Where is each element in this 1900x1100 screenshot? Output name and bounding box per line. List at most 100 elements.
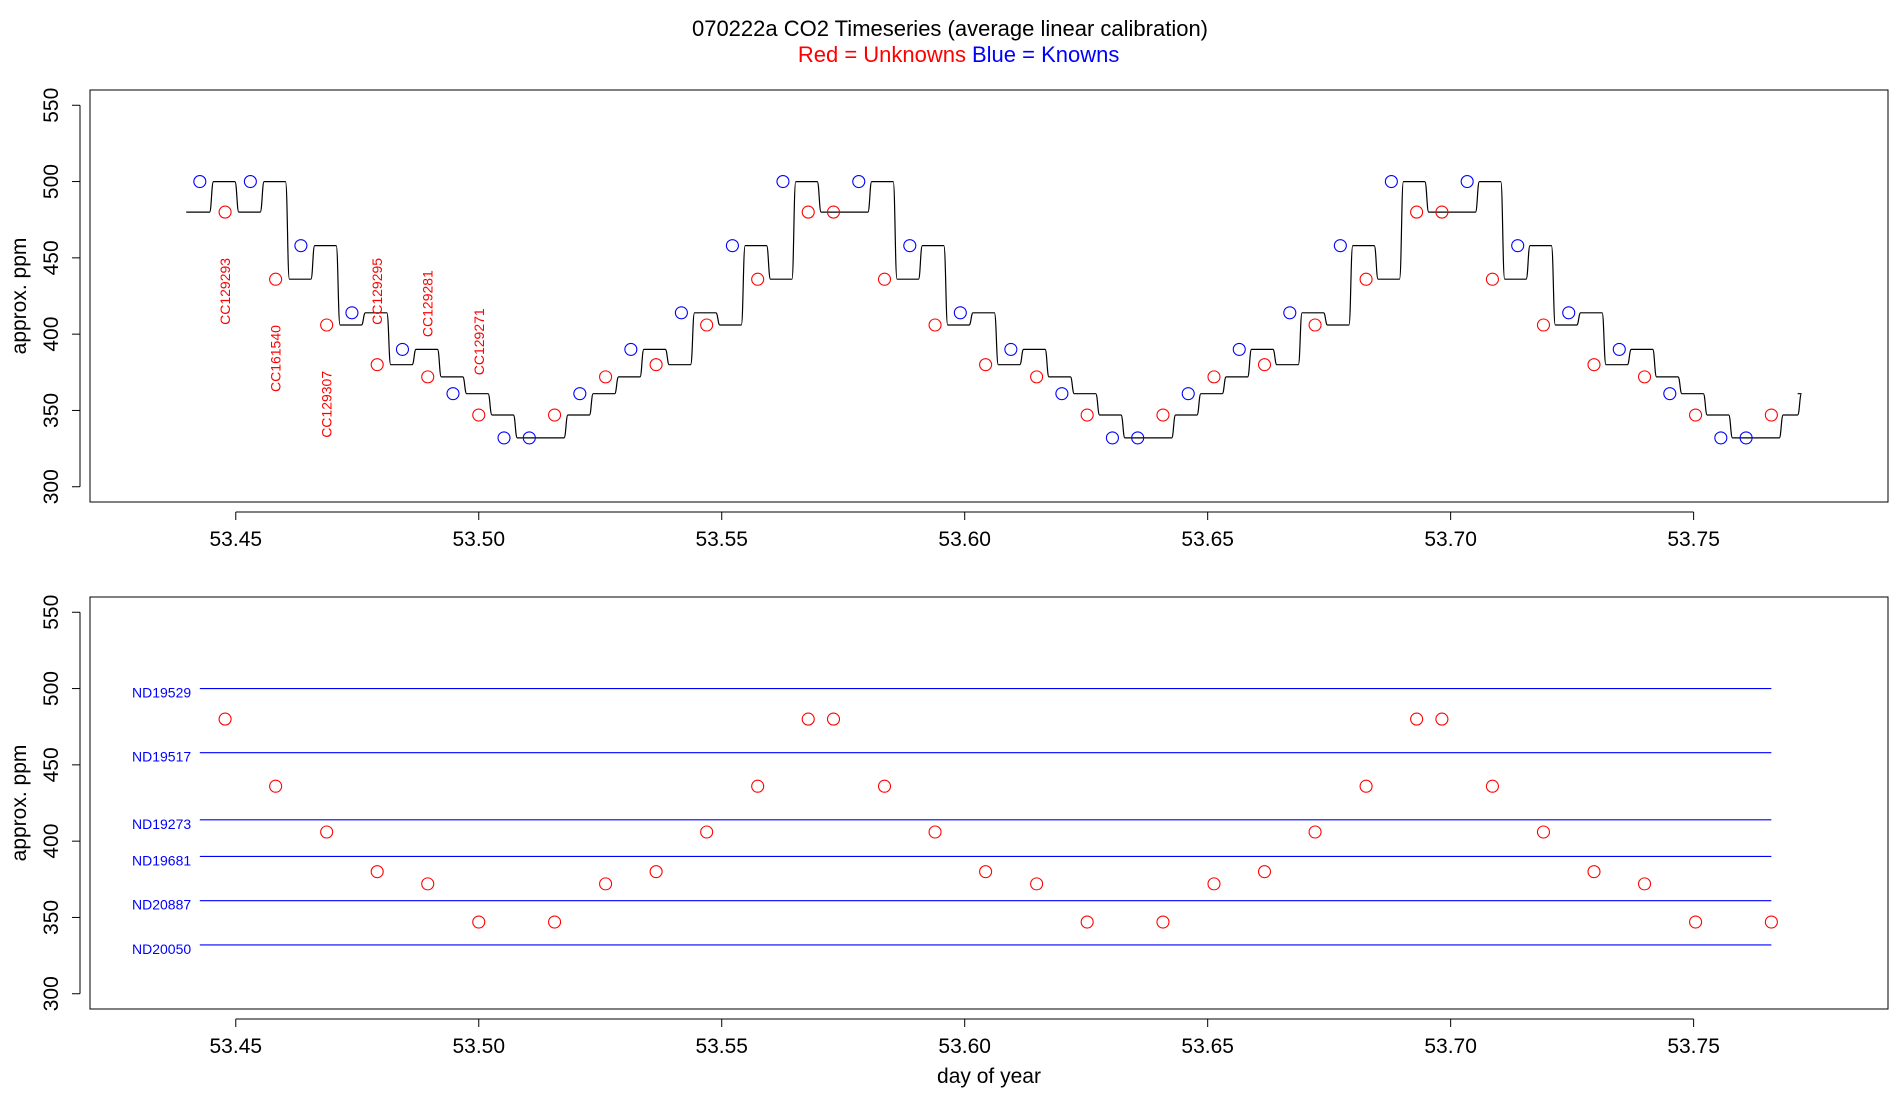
x-tick-label: 53.60 (938, 1035, 991, 1058)
standard-label: ND20050 (132, 941, 191, 957)
y-tick-label: 450 (40, 240, 63, 275)
known-point (1333, 239, 1347, 253)
known-point (776, 175, 790, 189)
unknown-point (1257, 358, 1272, 372)
known-point (852, 175, 866, 189)
unknown-point (1030, 877, 1044, 891)
known-point (1181, 387, 1195, 401)
known-point (1562, 306, 1576, 320)
plot-frame (89, 596, 1889, 1010)
unknown-point (1080, 408, 1094, 422)
y-tick-label: 300 (40, 976, 63, 1011)
known-point (1460, 175, 1474, 189)
figure-title: 070222a CO2 Timeseries (average linear c… (692, 16, 1208, 41)
unknown-point (1485, 272, 1499, 286)
known-point (573, 387, 587, 401)
y-tick-label: 550 (40, 88, 63, 123)
unknown-point (1536, 318, 1551, 332)
standard-label: ND19517 (132, 749, 191, 765)
unknown-point (751, 779, 765, 793)
co2-trace-line (186, 181, 1803, 439)
unknown-point (421, 877, 435, 891)
unknown-point (1435, 205, 1449, 219)
known-point (1739, 431, 1753, 445)
unknown-point (1637, 877, 1652, 891)
y-axis-label: approx. ppm (8, 745, 31, 862)
known-point (903, 239, 917, 253)
unknown-point (1359, 779, 1373, 793)
y-tick-label: 350 (40, 393, 63, 428)
x-tick-label: 53.70 (1424, 1035, 1477, 1058)
y-tick-label: 550 (40, 595, 63, 630)
unknown-point (320, 318, 334, 332)
y-tick-label: 500 (40, 671, 63, 706)
standard-label: ND19681 (132, 852, 191, 868)
unknown-point (826, 712, 841, 726)
sample-id-annotation: CC129293 (217, 258, 233, 325)
unknown-point (1435, 712, 1449, 726)
known-point (725, 239, 739, 253)
unknown-point (1030, 370, 1044, 384)
known-point (1511, 239, 1525, 253)
unknown-point (1689, 408, 1703, 422)
unknown-point (218, 712, 232, 726)
known-point (345, 306, 359, 320)
known-point (497, 431, 511, 445)
y-tick-label: 400 (40, 824, 63, 859)
unknown-point (928, 318, 942, 332)
x-tick-label: 53.55 (695, 1035, 748, 1058)
known-point (1055, 387, 1069, 401)
unknown-point (1637, 370, 1652, 384)
unknown-point (1156, 915, 1170, 929)
unknown-point (548, 915, 562, 929)
unknown-point (472, 408, 486, 422)
known-point (243, 175, 257, 189)
unknown-point (1308, 318, 1322, 332)
unknown-point (1359, 272, 1373, 286)
x-tick-label: 53.75 (1667, 1035, 1720, 1058)
unknown-point (1410, 712, 1424, 726)
known-point (1612, 342, 1626, 356)
unknown-point (700, 825, 714, 839)
known-point (446, 387, 460, 401)
y-tick-label: 350 (40, 900, 63, 935)
unknown-point (1587, 358, 1601, 372)
unknown-point (421, 370, 435, 384)
sample-id-annotation: CC129295 (369, 258, 385, 325)
y-tick-label: 300 (40, 469, 63, 504)
unknown-point (801, 712, 815, 726)
standard-label: ND19273 (132, 816, 191, 832)
unknown-point (218, 205, 232, 219)
known-point (953, 306, 967, 320)
unknown-point (1764, 915, 1778, 929)
unknown-point (370, 358, 384, 372)
bottom-panel-unknowns-vs-standards: 300 350 400 450 500 550 53.45 53.50 53.55 53.60 53… (8, 595, 1889, 1088)
known-point (624, 342, 638, 356)
y-axis-label: approx. ppm (8, 238, 31, 355)
known-point (1663, 387, 1677, 401)
known-point (674, 306, 688, 320)
unknown-point (801, 205, 815, 219)
x-tick-label: 53.70 (1424, 528, 1477, 551)
x-tick-label: 53.65 (1181, 1035, 1234, 1058)
top-panel-timeseries: 300 350 400 450 500 550 53.45 53.50 53.55 53.60 53… (8, 88, 1889, 551)
unknown-point (1536, 825, 1551, 839)
x-tick-label: 53.65 (1181, 528, 1234, 551)
known-point (1004, 342, 1018, 356)
known-point (193, 175, 207, 189)
known-point (294, 239, 308, 253)
sample-id-annotation: CC129307 (319, 371, 335, 438)
x-tick-label: 53.45 (210, 528, 263, 551)
unknown-point (548, 408, 562, 422)
sample-id-annotation: CC129281 (420, 270, 436, 337)
unknown-point (1410, 205, 1424, 219)
x-tick-label: 53.50 (452, 528, 505, 551)
x-tick-label: 53.45 (210, 1035, 263, 1058)
unknown-point (1764, 408, 1778, 422)
legend-knowns: Blue = Knowns (972, 42, 1119, 67)
unknown-point (979, 865, 993, 879)
unknown-point (751, 272, 765, 286)
unknown-point (1156, 408, 1170, 422)
x-tick-label: 53.60 (938, 528, 991, 551)
unknown-point (649, 865, 663, 879)
